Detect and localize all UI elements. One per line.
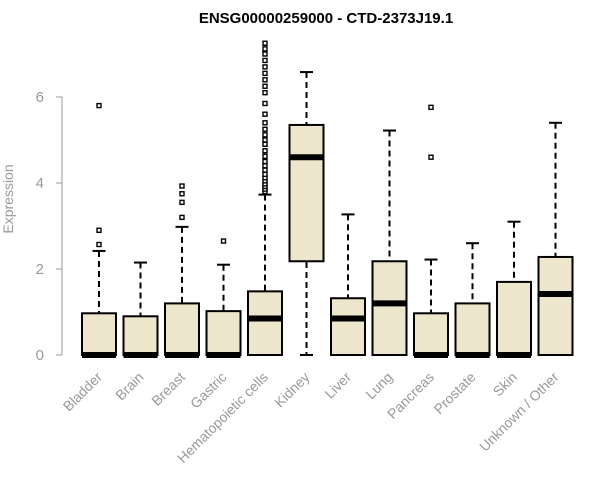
outlier-point [428,154,434,160]
box-iqr [288,123,325,263]
outlier-point [179,183,185,189]
y-tick-label: 6 [36,89,44,106]
outlier-point [262,70,268,77]
outlier-point [96,102,102,109]
outlier-point [262,77,268,83]
box-iqr [81,312,117,357]
outlier-point [262,148,268,154]
x-category-label: Brain [112,369,146,403]
chart-title: ENSG00000259000 - CTD-2373J19.1 [199,10,453,27]
box-prostate [454,242,491,358]
x-category-label: Lung [362,369,395,402]
outlier-point [262,46,268,52]
outlier-point [262,51,268,57]
y-axis: 0 2 4 6 [36,89,63,364]
y-tick-label: 0 [36,347,44,364]
outlier-point [262,132,268,138]
box-brain [122,261,159,358]
outlier-point [262,163,268,169]
outlier-point [262,111,268,117]
box-lung [371,129,408,357]
outlier-point [262,89,268,96]
outlier-point [262,126,268,132]
outlier-point [179,199,185,206]
box-iqr [205,310,242,357]
box-bladder [81,102,117,358]
outlier-point [262,120,268,126]
box-iqr [454,302,491,356]
y-tick-label: 4 [36,175,44,192]
box-iqr [537,255,574,356]
outlier-point [262,141,268,148]
x-category-label: Unknown / Other [476,369,562,455]
box-kidney [288,71,325,356]
outlier-point [262,40,268,46]
box-breast [164,183,200,358]
box-unknown-other [537,121,574,356]
box-iqr [330,297,366,356]
outlier-point [262,153,268,160]
x-category-label: Liver [321,369,354,402]
box-skin [496,220,532,358]
outlier-point [96,241,102,248]
outlier-point [96,227,102,234]
box-iqr [496,280,532,356]
box-iqr [413,312,449,357]
outlier-point [220,238,227,244]
x-category-label: Prostate [430,369,478,417]
box-iqr [371,260,408,357]
y-axis-label: Expression [0,164,16,233]
box-iqr [164,302,200,356]
outlier-point [262,83,268,89]
x-category-label: Bladder [60,369,106,415]
outlier-point [262,100,268,107]
outlier-point [262,64,268,70]
outlier-point [179,214,185,221]
outlier-point [179,191,185,197]
box-gastric [205,238,242,358]
y-tick-label: 2 [36,261,44,278]
x-category-label: Skin [490,369,521,400]
outlier-point [262,57,268,64]
box-hematopoietic-cells [247,40,283,356]
outlier-point [262,167,268,173]
box-iqr [247,290,283,356]
outlier-point [262,171,268,178]
outlier-point [262,158,268,165]
box-group [81,40,574,358]
outlier-point [428,104,434,111]
x-category-label: Kidney [271,369,313,411]
box-iqr [122,315,159,356]
outlier-point [262,137,268,143]
box-liver [330,213,366,356]
x-category-label: Breast [148,369,188,409]
box-pancreas [413,104,449,358]
